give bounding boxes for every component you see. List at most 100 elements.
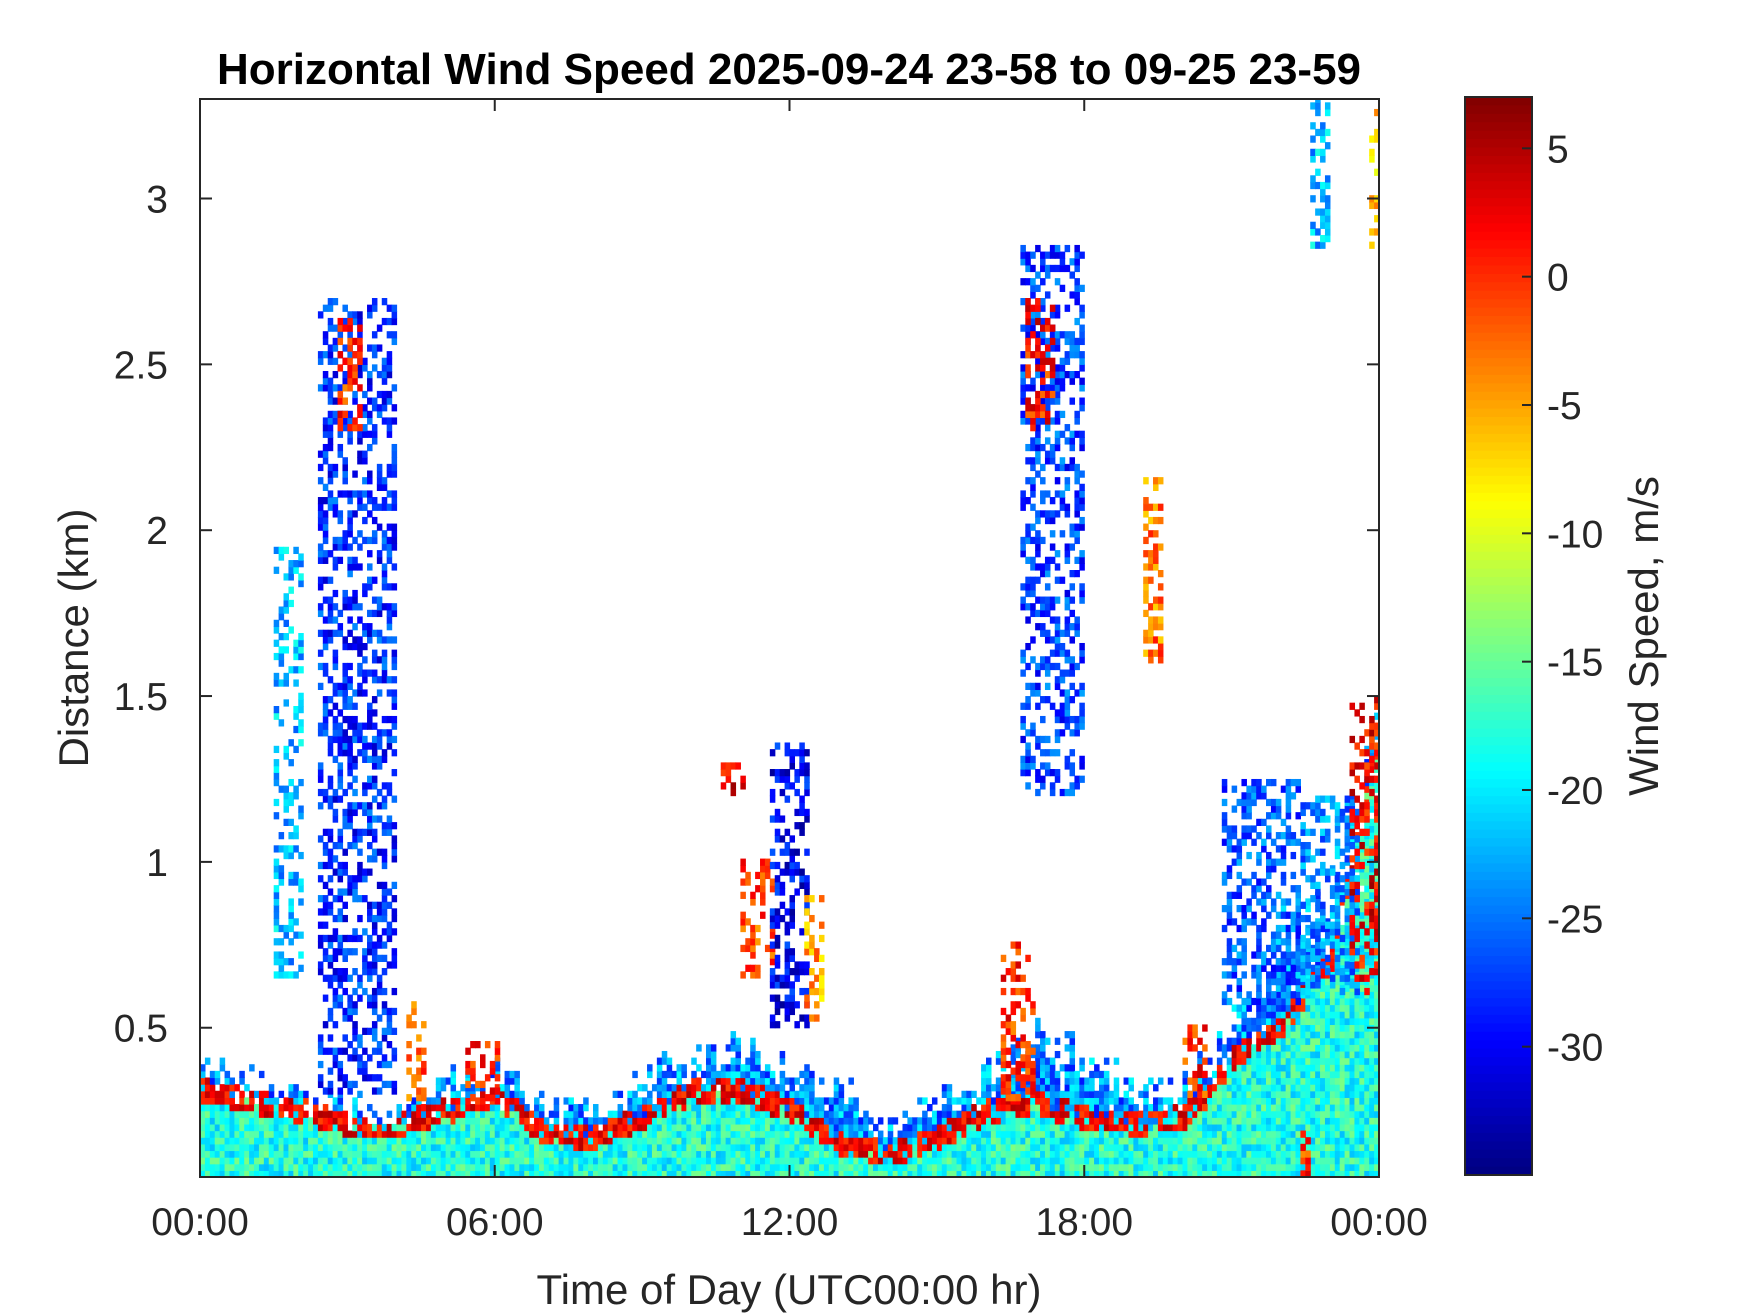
heatmap-cell bbox=[750, 1130, 756, 1138]
heatmap-cell bbox=[745, 1070, 751, 1079]
heatmap-cell bbox=[293, 1130, 299, 1138]
heatmap-cell bbox=[818, 1157, 825, 1165]
heatmap-cell bbox=[779, 1143, 786, 1152]
heatmap-cell bbox=[288, 1117, 294, 1125]
heatmap-cell bbox=[1226, 1077, 1233, 1085]
heatmap-cell bbox=[455, 1143, 461, 1152]
heatmap-cell bbox=[298, 666, 304, 674]
heatmap-cell bbox=[740, 1084, 746, 1092]
heatmap-cell bbox=[514, 1137, 520, 1145]
heatmap-cell bbox=[357, 689, 363, 697]
heatmap-cell bbox=[249, 1110, 255, 1118]
heatmap-cell bbox=[317, 477, 324, 485]
heatmap-cell bbox=[769, 1163, 776, 1171]
heatmap-cell bbox=[1334, 1110, 1341, 1118]
heatmap-cell bbox=[1010, 1104, 1017, 1112]
heatmap-cell bbox=[946, 1123, 953, 1132]
heatmap-cell bbox=[1374, 785, 1379, 793]
heatmap-cell bbox=[214, 1117, 221, 1125]
heatmap-cell bbox=[381, 563, 388, 571]
heatmap-cell bbox=[1177, 1123, 1184, 1132]
heatmap-cell bbox=[445, 1157, 452, 1165]
heatmap-cell bbox=[470, 1170, 476, 1177]
heatmap-cell bbox=[327, 377, 334, 385]
heatmap-cell bbox=[676, 1117, 683, 1125]
heatmap-cell bbox=[769, 1157, 776, 1165]
heatmap-cell bbox=[1226, 1097, 1233, 1105]
heatmap-cell bbox=[612, 1170, 619, 1177]
heatmap-cell bbox=[1270, 1150, 1277, 1158]
heatmap-cell bbox=[386, 1123, 393, 1132]
heatmap-cell bbox=[607, 1117, 614, 1125]
heatmap-cell bbox=[332, 968, 339, 976]
heatmap-cell bbox=[371, 709, 378, 717]
heatmap-cell bbox=[755, 1090, 761, 1098]
heatmap-cell bbox=[823, 1130, 830, 1138]
heatmap-cell bbox=[730, 1064, 737, 1072]
heatmap-cell bbox=[391, 961, 398, 969]
heatmap-cell bbox=[381, 1001, 388, 1009]
heatmap-cell bbox=[563, 1137, 570, 1145]
heatmap-cell bbox=[317, 961, 324, 969]
heatmap-cell bbox=[642, 1150, 648, 1158]
heatmap-cell bbox=[357, 1067, 363, 1075]
heatmap-cell bbox=[710, 1070, 717, 1079]
heatmap-cell bbox=[219, 1143, 226, 1152]
heatmap-cell bbox=[357, 490, 363, 498]
heatmap-cell bbox=[371, 364, 378, 372]
heatmap-cell bbox=[273, 905, 280, 913]
heatmap-cell bbox=[391, 1007, 398, 1016]
heatmap-cell bbox=[647, 1064, 653, 1072]
heatmap-cell bbox=[367, 1123, 373, 1132]
heatmap-cell bbox=[1044, 1123, 1051, 1132]
heatmap-cell bbox=[1236, 1037, 1243, 1045]
heatmap-cell bbox=[312, 1104, 319, 1112]
heatmap-cell bbox=[342, 1157, 348, 1165]
heatmap-cell bbox=[656, 1123, 663, 1132]
heatmap-cell bbox=[720, 1064, 727, 1072]
heatmap-cell bbox=[352, 934, 358, 943]
heatmap-cell bbox=[1231, 1084, 1238, 1092]
heatmap-cell bbox=[612, 1110, 619, 1118]
heatmap-cell bbox=[337, 841, 344, 850]
heatmap-cell bbox=[538, 1170, 545, 1177]
heatmap-cell bbox=[332, 629, 339, 637]
heatmap-cell bbox=[327, 609, 334, 618]
heatmap-cell bbox=[293, 1097, 299, 1105]
heatmap-cell bbox=[234, 1130, 240, 1138]
heatmap-cell bbox=[283, 1117, 290, 1125]
heatmap-cell bbox=[986, 1157, 992, 1165]
heatmap-cell bbox=[833, 1077, 840, 1085]
heatmap-cell bbox=[391, 1054, 398, 1062]
heatmap-cell bbox=[327, 934, 334, 943]
heatmap-cell bbox=[293, 1143, 299, 1152]
heatmap-cell bbox=[1049, 1143, 1056, 1152]
heatmap-cell bbox=[534, 1163, 540, 1171]
heatmap-cell bbox=[1305, 1097, 1311, 1105]
heatmap-cell bbox=[1256, 1084, 1262, 1092]
heatmap-cell bbox=[661, 1150, 668, 1158]
heatmap-cell bbox=[1364, 1084, 1370, 1092]
heatmap-cell bbox=[538, 1123, 545, 1132]
heatmap-cell bbox=[357, 1110, 363, 1118]
heatmap-cell bbox=[1059, 1110, 1066, 1118]
heatmap-cell bbox=[200, 1123, 206, 1132]
heatmap-cell bbox=[1359, 1097, 1365, 1105]
heatmap-cell bbox=[371, 755, 378, 763]
heatmap-cell bbox=[1069, 1050, 1076, 1059]
heatmap-cell bbox=[1202, 1150, 1208, 1158]
heatmap-cell bbox=[376, 901, 383, 909]
heatmap-cell bbox=[367, 974, 373, 982]
heatmap-cell bbox=[347, 596, 353, 604]
heatmap-cell bbox=[234, 1163, 240, 1171]
heatmap-cell bbox=[1354, 918, 1360, 926]
heatmap-cell bbox=[1256, 1070, 1262, 1079]
heatmap-cell bbox=[435, 1097, 442, 1105]
heatmap-cell bbox=[661, 1170, 668, 1177]
heatmap-cell bbox=[480, 1123, 486, 1132]
heatmap-cell bbox=[283, 851, 290, 860]
heatmap-cell bbox=[386, 543, 393, 551]
heatmap-cell bbox=[1246, 1031, 1252, 1039]
heatmap-cell bbox=[769, 1130, 776, 1138]
heatmap-cell bbox=[1285, 1057, 1292, 1065]
